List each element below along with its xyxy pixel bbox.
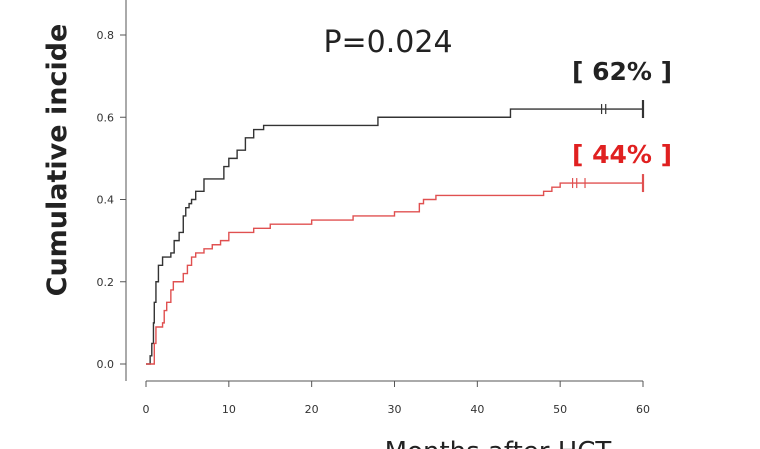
x-tick-label: 60 xyxy=(636,403,650,416)
x-tick-label: 40 xyxy=(470,403,484,416)
y-tick-label: 0.6 xyxy=(97,111,115,124)
series-1-line xyxy=(146,108,643,365)
series-2-line xyxy=(146,182,643,365)
series-lines-group xyxy=(146,108,643,365)
x-tick-label: 50 xyxy=(553,403,567,416)
censor-marks-group xyxy=(571,100,645,193)
series-2-end-label: [ 44% ] xyxy=(572,140,672,169)
y-tick-label: 0.4 xyxy=(97,194,115,207)
ticks-group: 0.0 0.2 0.4 0.6 0.8 0 10 20 30 40 50 60 xyxy=(97,29,651,416)
y-axis-label: Cumulative incide xyxy=(42,24,73,297)
y-tick-label: 0.2 xyxy=(97,276,115,289)
x-tick-label: 10 xyxy=(222,403,236,416)
x-tick-label: 20 xyxy=(305,403,319,416)
x-axis-label: Months after HCT xyxy=(385,437,612,449)
series-1-end-label: [ 62% ] xyxy=(572,57,672,86)
y-tick-label: 0.8 xyxy=(97,29,115,42)
p-value-annotation: P=0.024 xyxy=(323,25,452,60)
x-tick-label: 0 xyxy=(143,403,150,416)
y-tick-label: 0.0 xyxy=(97,358,115,371)
x-tick-label: 30 xyxy=(388,403,402,416)
